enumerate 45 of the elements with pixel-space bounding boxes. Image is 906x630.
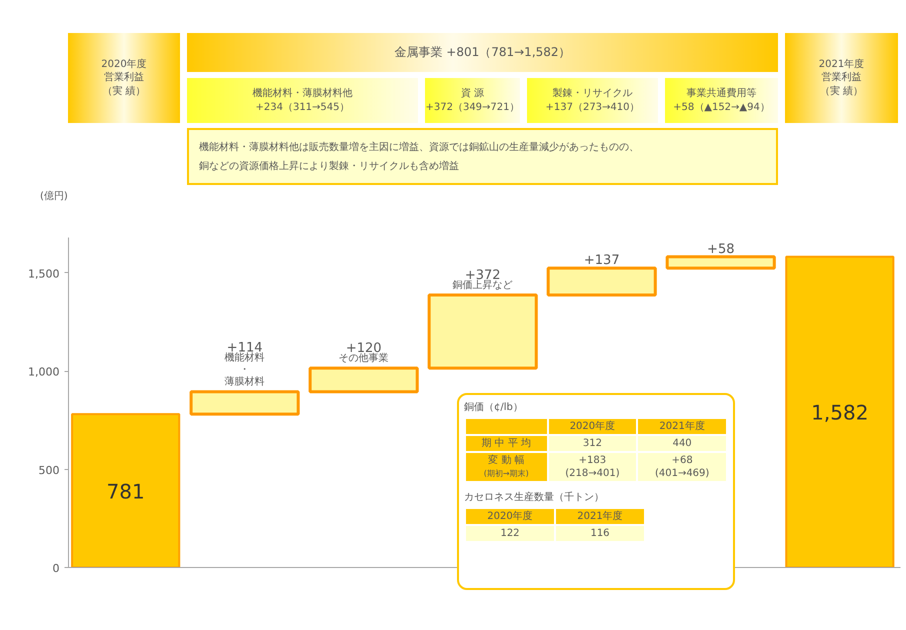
- text: 営業利益: [821, 72, 862, 84]
- y-tick-label: 1,000: [28, 366, 60, 379]
- bar: [546, 266, 657, 297]
- bar: [190, 390, 300, 416]
- text: 金属事業 +801（781→1,582）: [394, 44, 571, 61]
- bar: [666, 255, 776, 270]
- bar: [308, 366, 419, 394]
- annotation: ・: [240, 364, 250, 376]
- annotation: 薄膜材料: [224, 376, 265, 388]
- annotation: 期 中 平 均: [465, 435, 548, 452]
- text: （実 績）: [820, 86, 864, 97]
- data-label: 781: [106, 479, 145, 504]
- annotation: 122: [465, 525, 555, 542]
- annotation: 2020年度: [465, 508, 555, 525]
- y-tick-label: 0: [52, 562, 60, 575]
- annotation: 銅価（¢/lb）: [464, 401, 524, 414]
- annotation: 2020年度: [548, 418, 638, 435]
- annotation: 2021年度: [637, 418, 727, 435]
- y-tick-label: 500: [38, 464, 60, 477]
- text: 事業共通費用等 +58（▲152→▲94）: [673, 87, 770, 114]
- y-axis-title: (億円): [40, 190, 68, 204]
- y-tick-label: 1,500: [28, 267, 60, 280]
- data-label: +58: [707, 242, 734, 257]
- text: 機能材料・薄膜材料他は販売数量増を主因に増益、資源では銅鉱山の生産量減少があったものの、銅などの資源価格上昇により製錬・リサイクルも含め増益: [199, 140, 640, 174]
- annotation: 312: [548, 435, 638, 452]
- annotation: 2021年度: [555, 508, 645, 525]
- annotation: 116: [555, 525, 645, 542]
- text: 2020年度: [101, 58, 147, 70]
- annotation: 440: [637, 435, 727, 452]
- annotation: +183 (218→401): [548, 452, 638, 482]
- text: （実 績）: [102, 86, 146, 97]
- data-label: +137: [584, 253, 620, 268]
- annotation: カセロネス生産数量（千トン）: [464, 491, 605, 504]
- annotation: 変 動 幅: [488, 455, 524, 466]
- annotation: (期初→期末): [484, 469, 529, 478]
- bar: [785, 256, 894, 568]
- bar: [428, 294, 538, 370]
- annotation: +68 (401→469): [637, 452, 727, 482]
- text: 資 源 +372（349→721）: [425, 87, 520, 114]
- text: 製錬・リサイクル +137（273→410）: [545, 87, 640, 114]
- data-label: 1,582: [811, 400, 868, 425]
- text: 2021年度: [818, 58, 864, 70]
- text: 機能材料・薄膜材料他 +234（311→545）: [252, 87, 352, 114]
- text: 営業利益: [104, 72, 144, 84]
- bar: [71, 413, 180, 568]
